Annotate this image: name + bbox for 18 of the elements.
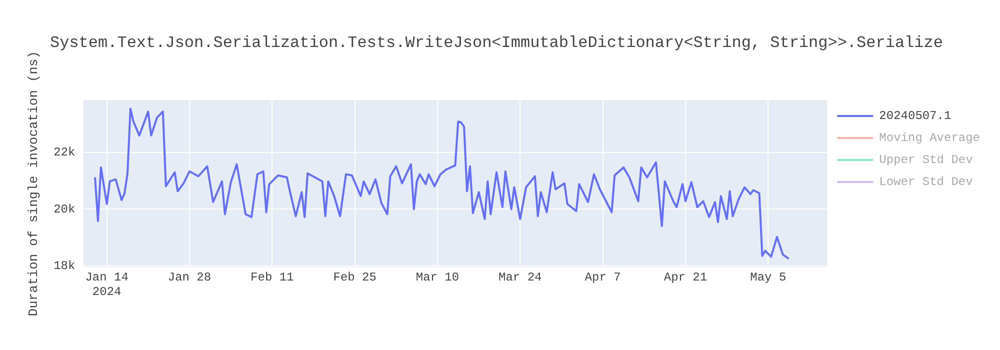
legend-label: 20240507.1 [879,109,952,124]
legend-label: Moving Average [879,131,980,146]
y-axis-title: Duration of single invocation (ns) [26,50,42,316]
x-tick-label: Jan 28 [168,270,212,285]
legend-label: Lower Std Dev [879,175,973,190]
chart-title: System.Text.Json.Serialization.Tests.WriteJson<ImmutableDictionary<String, String>>.Serialize [50,34,943,52]
x-tick-label: Jan 14 2024 [85,270,128,299]
x-tick-label: Feb 11 [250,270,294,285]
x-tick-label: May 5 [750,270,786,285]
x-tick-label: Apr 7 [584,270,621,285]
x-tick-label: Apr 21 [664,270,708,285]
y-tick-label: 20k [54,202,76,216]
x-tick-label: Mar 24 [498,270,542,285]
x-tick-label: Feb 25 [333,270,376,285]
x-tick-label: Mar 10 [416,270,460,285]
legend-label: Upper Std Dev [879,153,973,168]
y-tick-label: 18k [54,258,76,273]
y-tick-label: 22k [54,146,76,160]
